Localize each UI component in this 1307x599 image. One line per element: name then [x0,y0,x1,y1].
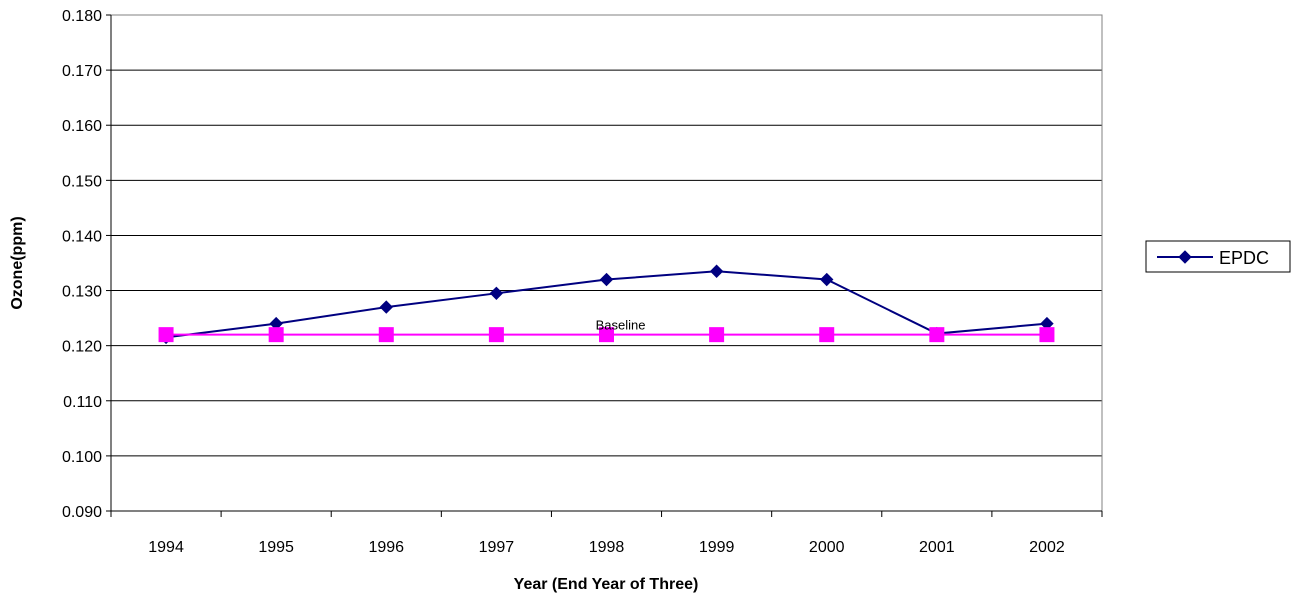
x-tick-label: 1999 [699,539,735,556]
x-axis-title: Year (End Year of Three) [514,576,699,593]
x-tick-label: 1996 [368,539,404,556]
y-tick-label: 0.170 [62,63,102,80]
x-axis-ticks: 1994 1995 1996 1997 1998 1999 2000 2001 2002 [110,510,1103,556]
square-marker [488,327,504,343]
square-marker [929,327,945,343]
y-tick-label: 0.140 [62,228,102,245]
x-tick-label: 1997 [479,539,515,556]
y-tick-label: 0.160 [62,118,102,135]
annotation-label: Baseline [596,317,646,332]
diamond-marker [489,286,504,301]
diamond-marker [820,272,834,287]
legend: EPDC [1145,240,1291,273]
y-tick-label: 0.150 [62,173,102,190]
annotations: Baseline [596,317,646,332]
y-tick-label: 0.120 [62,339,102,356]
y-tick-label: 0.180 [62,8,102,25]
square-marker [1039,327,1055,343]
y-tick-label: 0.130 [62,284,102,301]
square-marker [819,327,835,343]
x-tick-label: 1998 [589,539,625,556]
diamond-marker [1178,250,1192,264]
plot-area-border [110,14,1103,512]
legend-entry-label: EPDC [1219,248,1269,268]
y-tick-label: 0.100 [62,449,102,466]
square-marker [268,327,284,343]
x-tick-label: 1994 [148,539,184,556]
y-tick-label: 0.090 [62,504,102,521]
y-axis-title: Ozone(ppm) [9,216,26,309]
diamond-marker [709,264,724,278]
square-marker [378,327,394,343]
x-tick-label: 2002 [1029,539,1065,556]
diamond-marker [379,300,393,314]
square-marker [599,327,614,343]
diamond-marker [599,272,614,287]
square-marker [158,327,174,343]
x-tick-label: 2001 [919,539,955,556]
y-axis-ticks: 0.090 0.100 0.110 0.120 0.130 0.140 0.150 0.160… [62,8,112,521]
y-tick-label: 0.110 [63,394,102,411]
x-tick-label: 2000 [809,539,845,556]
x-tick-label: 1995 [258,539,294,556]
square-marker [709,327,725,343]
series-lines [158,264,1055,345]
gridlines [111,14,1102,457]
